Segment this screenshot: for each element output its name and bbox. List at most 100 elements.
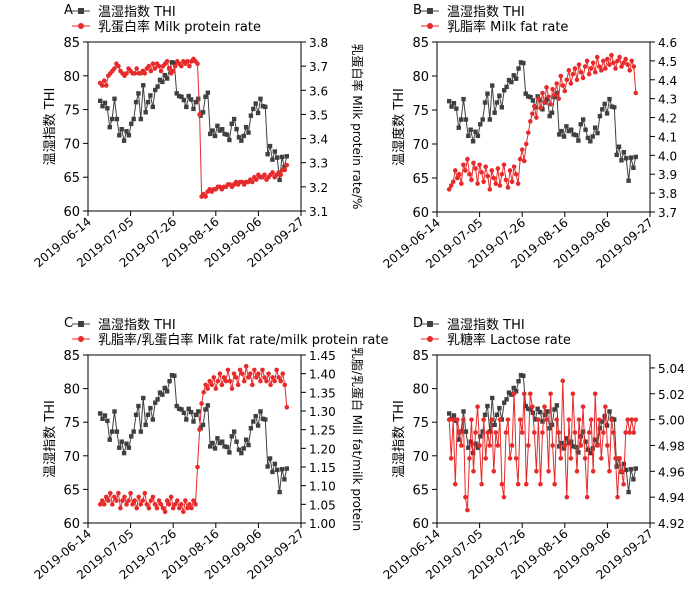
legend-marker (427, 8, 433, 14)
data-point (481, 417, 486, 422)
data-point (208, 131, 213, 137)
data-point (592, 69, 598, 75)
data-point (609, 417, 614, 422)
data-point (506, 390, 512, 395)
data-point (477, 162, 482, 168)
data-point (456, 125, 461, 130)
data-point (631, 430, 637, 435)
data-point (547, 113, 552, 119)
right-tick-label: 4.5 (658, 55, 677, 69)
data-point (601, 58, 606, 64)
data-point (485, 173, 491, 179)
data-point (487, 187, 493, 192)
data-point (203, 194, 208, 199)
data-point (612, 417, 617, 422)
left-tick-label: 80 (412, 383, 429, 398)
data-point (552, 481, 557, 487)
left-tick-label: 85 (412, 36, 429, 51)
data-point (532, 430, 537, 435)
data-point (164, 59, 170, 64)
data-point (223, 378, 229, 384)
data-point (250, 382, 255, 388)
data-point (559, 128, 564, 134)
data-point (584, 58, 590, 64)
data-point (114, 429, 120, 434)
data-point (109, 429, 115, 434)
right-tick-label: 5.02 (658, 388, 685, 402)
data-point (234, 127, 239, 132)
data-point (124, 441, 129, 446)
data-point (588, 139, 593, 144)
right-tick-label: 1.05 (309, 498, 336, 512)
data-point (596, 64, 602, 69)
series-thi (446, 372, 638, 495)
data-point (105, 418, 110, 424)
data-point (588, 417, 594, 422)
data-point (260, 104, 266, 109)
data-point (628, 155, 634, 160)
data-point (276, 375, 281, 380)
data-point (179, 94, 184, 99)
data-point (97, 411, 103, 416)
data-point (254, 177, 259, 182)
data-point (513, 76, 519, 81)
data-point (454, 175, 460, 181)
data-point (172, 373, 177, 379)
data-point (456, 437, 461, 442)
data-point (493, 430, 499, 435)
data-point (157, 390, 163, 395)
data-point (138, 502, 144, 507)
data-point (516, 379, 521, 384)
data-point (535, 94, 540, 99)
data-point (270, 469, 275, 475)
left-tick-label: 75 (412, 104, 429, 119)
data-point (550, 443, 555, 448)
data-point (480, 429, 485, 434)
data-point (605, 443, 610, 448)
data-point (212, 446, 218, 451)
series-line (99, 374, 288, 493)
data-point (117, 133, 122, 138)
data-point (564, 436, 569, 441)
left-axis-title: 温湿指数 THI (43, 400, 58, 478)
data-point (625, 62, 630, 67)
data-point (491, 469, 497, 474)
data-point (169, 372, 175, 378)
data-point (614, 152, 619, 158)
data-point (552, 92, 557, 98)
data-point (179, 407, 184, 412)
data-point (548, 391, 553, 397)
data-point (255, 110, 261, 116)
data-point (625, 417, 630, 422)
data-point (536, 96, 541, 101)
data-point (538, 105, 543, 111)
data-point (594, 443, 600, 448)
data-point (239, 371, 245, 376)
data-point (533, 417, 538, 422)
data-point (136, 494, 142, 500)
right-tick-label: 3.2 (309, 181, 328, 195)
data-point (525, 94, 531, 99)
data-point (172, 60, 177, 66)
legend-marker (78, 23, 84, 29)
data-point (150, 61, 156, 67)
data-point (580, 75, 586, 81)
data-point (449, 104, 454, 109)
data-point (507, 456, 513, 461)
data-point (615, 494, 620, 500)
data-point (105, 498, 111, 503)
data-point (278, 378, 284, 384)
left-tick-label: 70 (412, 450, 429, 465)
data-point (542, 412, 548, 418)
data-point (241, 446, 246, 451)
data-point (477, 443, 482, 448)
data-point (469, 177, 474, 183)
left-axis-title: 温湿指数 THI (43, 88, 58, 166)
legend-label: 温湿指数 THI (98, 318, 176, 333)
data-point (613, 66, 618, 71)
data-point (205, 386, 210, 391)
data-point (450, 179, 456, 185)
data-point (446, 411, 452, 416)
data-point (174, 498, 180, 503)
data-point (454, 417, 460, 422)
